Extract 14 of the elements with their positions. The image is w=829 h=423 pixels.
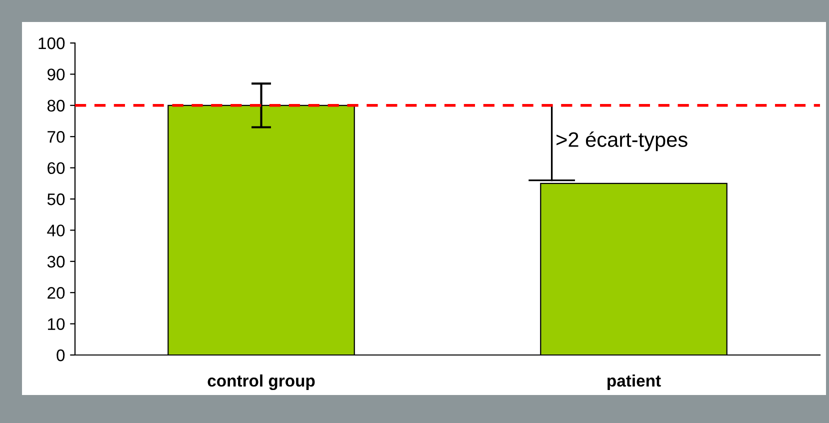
- x-tick-label: control group: [208, 374, 315, 390]
- y-tick-label: 40: [47, 224, 65, 236]
- y-tick-label: 50: [47, 193, 65, 206]
- y-tick-label: 0: [56, 349, 65, 362]
- y-tick-label: 80: [47, 100, 65, 112]
- annotation: >2 écart-types: [556, 131, 688, 152]
- y-tick-label: 10: [48, 318, 65, 330]
- y-tick-label: 100: [38, 37, 65, 50]
- y-tick-label: 30: [47, 256, 65, 268]
- y-tick-label: 90: [48, 68, 65, 80]
- y-tick-label: 60: [48, 162, 65, 174]
- y-tick-label: 20: [48, 287, 65, 299]
- x-tick-label: patient: [608, 374, 661, 390]
- y-tick-label: 70: [48, 131, 65, 143]
